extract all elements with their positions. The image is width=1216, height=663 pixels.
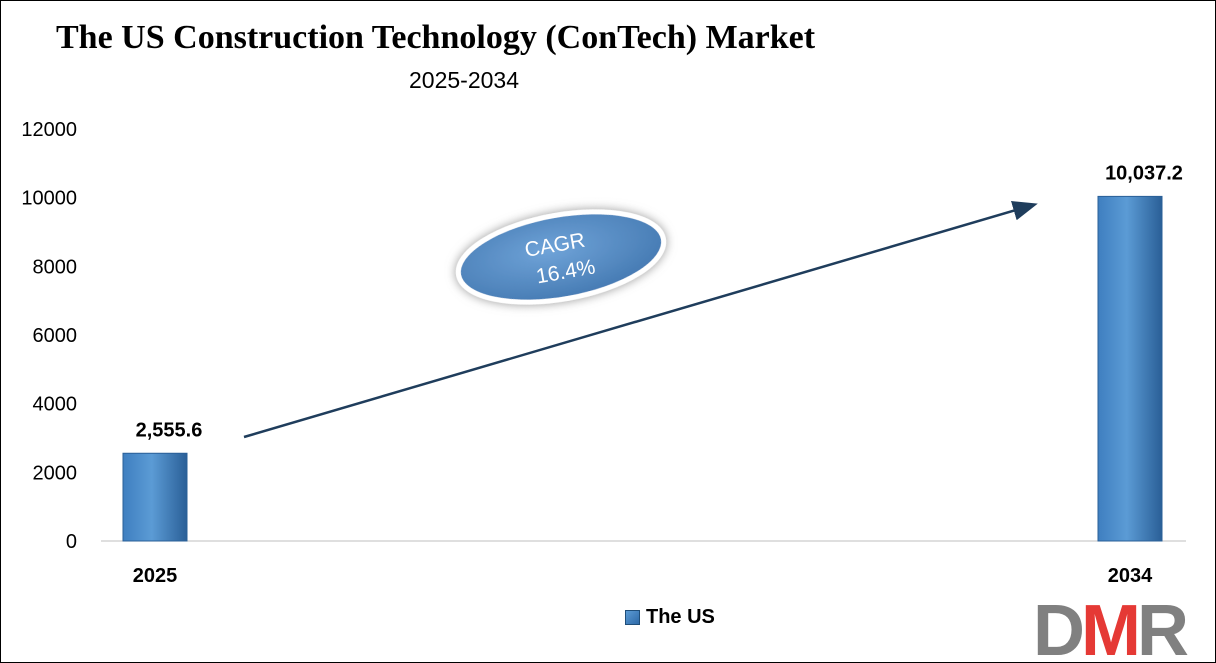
chart-title: The US Construction Technology (ConTech)…	[56, 19, 816, 56]
data-label: 2,555.6	[136, 419, 203, 441]
chart-legend: The US	[625, 606, 715, 629]
cagr-ellipse	[455, 209, 667, 305]
y-tick-label: 4000	[33, 394, 78, 416]
chart-subtitle: 2025-2034	[409, 67, 519, 93]
dmr-logo: DMR	[1033, 595, 1189, 662]
logo-letter-d: D	[1033, 591, 1085, 663]
y-tick-label: 8000	[33, 256, 78, 278]
logo-letter-m: M	[1081, 591, 1141, 663]
logo-letter-r: R	[1136, 591, 1189, 663]
y-tick-label: 0	[66, 531, 77, 553]
y-tick-label: 12000	[21, 119, 77, 141]
data-label: 10,037.2	[1105, 162, 1183, 184]
legend-swatch	[625, 610, 640, 625]
y-tick-label: 10000	[21, 188, 77, 210]
y-tick-label: 2000	[33, 462, 78, 484]
legend-label: The US	[646, 606, 715, 628]
y-tick-label: 6000	[33, 325, 78, 347]
bar-2034	[1097, 195, 1163, 542]
bar-2025	[122, 452, 188, 542]
x-tick-label: 2025	[133, 565, 178, 587]
x-tick-label: 2034	[1108, 565, 1153, 587]
cagr-trend-arrow	[243, 201, 1038, 439]
